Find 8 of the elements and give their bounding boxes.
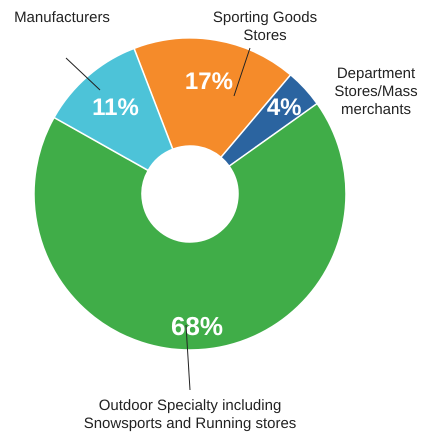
slice-label: Manufacturers (14, 9, 110, 26)
data-label: 17% (184, 68, 233, 96)
data-label: 4% (266, 94, 302, 121)
data-label: 11% (92, 94, 139, 122)
slice-label: Outdoor Specialty including Snowsports and Running stores (84, 397, 296, 432)
slice-label: Sporting Goods Stores (212, 9, 318, 44)
slice-label: Department Stores/Mass merchants (334, 65, 418, 118)
data-label: 68% (170, 310, 223, 341)
